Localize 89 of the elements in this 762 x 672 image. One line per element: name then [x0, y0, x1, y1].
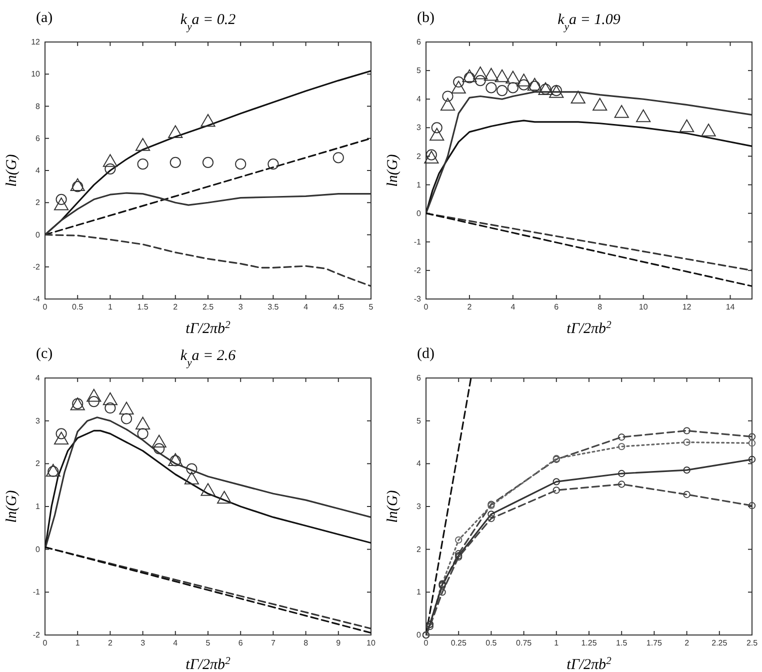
y-axis-title: ln(G) [385, 490, 401, 523]
y-tick-label: 0 [416, 630, 422, 640]
y-tick-label: 2 [36, 198, 41, 208]
y-tick-label: -2 [32, 630, 41, 640]
x-axis-title: tΓ/2πb$^{2}$ [566, 656, 612, 672]
y-tick-label: 12 [31, 38, 41, 47]
x-tick-label: 0 [424, 638, 429, 648]
x-axis-title: tΓ/2πb$^{2}$ [566, 320, 612, 337]
y-tick-label: 3 [416, 123, 422, 132]
x-tick-label: 1 [108, 302, 113, 312]
y-tick-label: -3 [414, 294, 422, 304]
y-tick-label: 10 [31, 70, 41, 79]
y-tick-label: 0 [416, 208, 422, 218]
x-tick-label: 1 [75, 638, 80, 648]
x-tick-label: 0.5 [486, 638, 498, 648]
text: (a) [36, 10, 53, 26]
y-tick-label: 1 [36, 502, 41, 512]
text: (d) [417, 346, 434, 362]
x-tick-label: 12 [682, 302, 692, 312]
x-tick-label: 6 [554, 302, 560, 312]
y-tick-label: 3 [36, 416, 41, 426]
x-tick-label: 1.5 [137, 302, 149, 312]
x-axis-title: tΓ/2πb$^{2}$ [186, 320, 232, 337]
x-tick-label: 5 [206, 638, 211, 648]
x-tick-label: 10 [638, 302, 648, 312]
x-tick-label: 0 [424, 302, 429, 312]
x-tick-label: 0.5 [72, 302, 84, 312]
x-tick-label: 6 [238, 638, 244, 648]
x-tick-label: 8 [598, 302, 603, 312]
chart-title: k$_{y}$a = 2.6 [180, 348, 236, 368]
x-tick-label: 1.5 [616, 638, 628, 648]
x-tick-label: 0.25 [450, 638, 467, 648]
y-tick-label: 2 [416, 152, 422, 161]
y-tick-label: 4 [416, 94, 422, 104]
x-tick-label: 2 [467, 302, 472, 312]
y-tick-label: 3 [416, 502, 422, 512]
y-tick-label: 4 [36, 166, 41, 176]
x-tick-label: 2 [173, 302, 178, 312]
x-tick-label: 3.5 [268, 302, 280, 312]
x-tick-label: 2 [108, 638, 113, 648]
y-tick-label: 0 [36, 544, 41, 554]
x-tick-label: 4 [173, 638, 178, 648]
y-tick-label: -1 [32, 588, 41, 597]
y-tick-label: 6 [36, 134, 41, 143]
x-tick-label: 4.5 [332, 302, 345, 312]
y-tick-label: -2 [414, 266, 422, 276]
x-tick-label: 3 [140, 638, 146, 648]
x-tick-label: 0.75 [516, 638, 532, 648]
x-tick-label: 3 [238, 302, 244, 312]
x-tick-label: 5 [368, 302, 374, 312]
y-tick-label: 1 [416, 588, 422, 597]
x-axis-title: tΓ/2πb$^{2}$ [186, 656, 232, 672]
y-tick-label: 1 [416, 180, 422, 190]
y-axis-title: ln(G) [385, 154, 401, 187]
chart-title: k$_{y}$a = 0.2 [180, 12, 236, 32]
x-tick-label: 1.75 [646, 638, 663, 648]
y-tick-label: 2 [36, 459, 41, 468]
y-tick-label: 6 [416, 374, 422, 383]
x-tick-label: 1.25 [581, 638, 598, 648]
x-tick-label: 2.25 [712, 638, 728, 648]
y-tick-label: 0 [36, 230, 41, 240]
text: (c) [36, 346, 53, 362]
y-tick-label: 2 [416, 544, 422, 554]
y-tick-label: 5 [416, 416, 422, 426]
x-tick-label: 1 [554, 638, 560, 648]
x-tick-label: 4 [510, 302, 516, 312]
x-tick-label: 9 [336, 638, 342, 648]
y-tick-label: -4 [32, 294, 41, 304]
x-tick-label: 0 [42, 638, 48, 648]
x-tick-label: 8 [304, 638, 309, 648]
x-tick-label: 14 [726, 302, 736, 312]
x-tick-label: 2 [684, 638, 690, 648]
x-tick-label: 7 [270, 638, 276, 648]
x-tick-label: 10 [366, 638, 376, 648]
y-tick-label: 6 [416, 38, 422, 47]
y-tick-label: 4 [36, 374, 41, 383]
x-tick-label: 2.5 [746, 638, 758, 648]
y-axis-title: ln(G) [4, 490, 20, 523]
x-tick-label: 2.5 [202, 302, 214, 312]
y-tick-label: 5 [416, 66, 422, 76]
y-tick-label: -1 [414, 237, 422, 246]
x-tick-label: 4 [304, 302, 309, 312]
y-tick-label: 8 [36, 102, 41, 111]
y-tick-label: -2 [32, 262, 41, 272]
chart-title: k$_{y}$a = 1.09 [558, 12, 621, 32]
y-tick-label: 4 [416, 459, 422, 468]
x-tick-label: 0 [42, 302, 48, 312]
text: (b) [417, 10, 434, 26]
y-axis-title: ln(G) [4, 154, 20, 187]
